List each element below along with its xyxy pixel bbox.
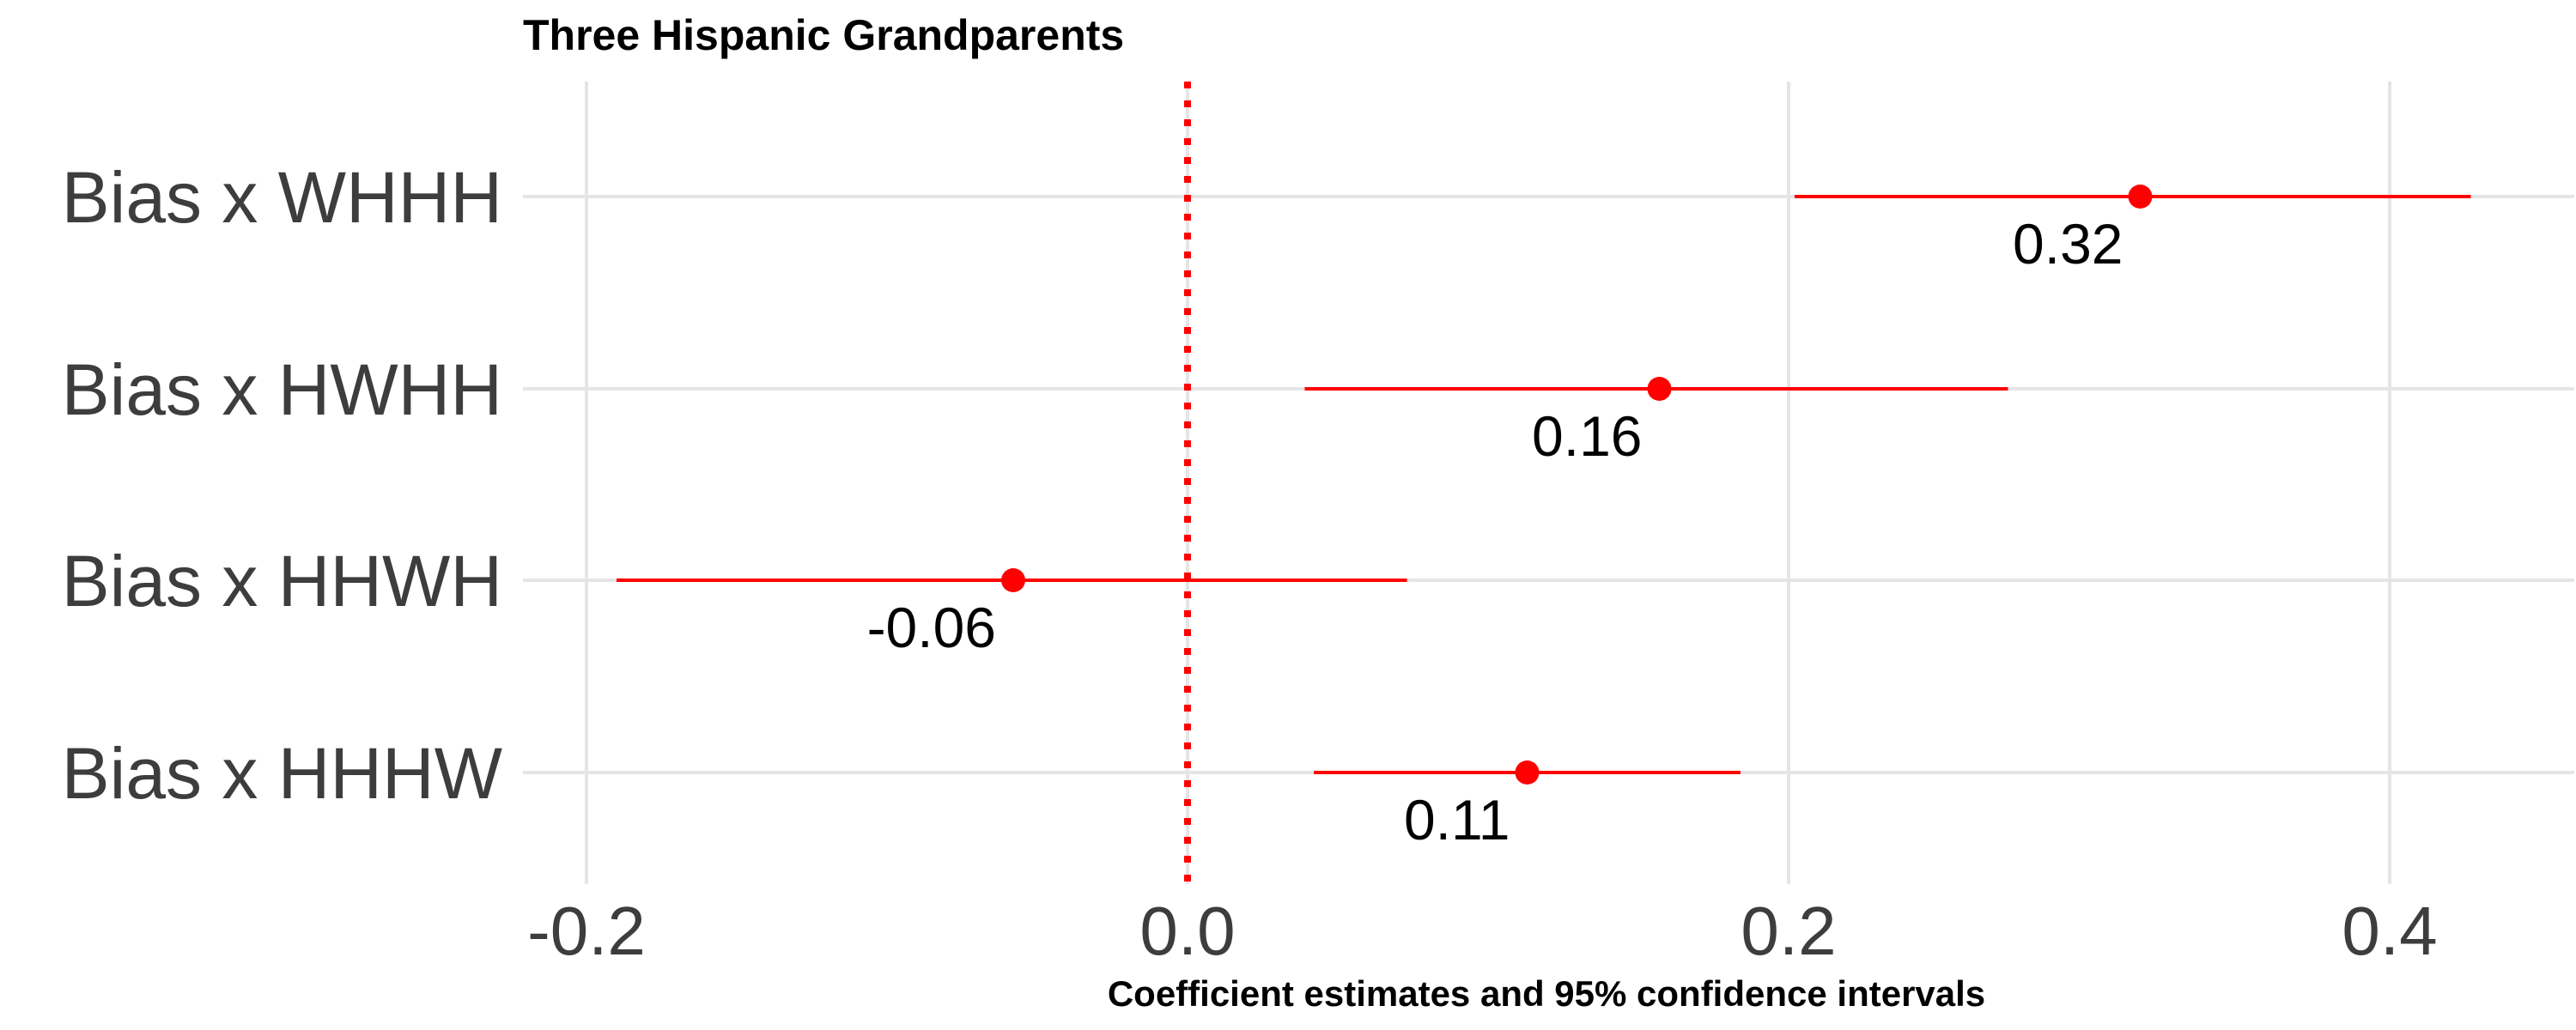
- y-tick-labels: Bias x WHHH Bias x HWHH Bias x HHWH Bias x …: [62, 157, 502, 814]
- x-tick-label-1: 0.0: [1139, 893, 1235, 969]
- confidence-intervals: [617, 195, 2471, 774]
- x-tick-label-3: 0.4: [2342, 893, 2437, 969]
- x-tick-labels: -0.2 0.0 0.2 0.4: [527, 893, 2438, 969]
- estimate-point-1: [1647, 377, 1672, 401]
- data-label-2: -0.06: [867, 596, 996, 659]
- y-tick-label-0: Bias x WHHH: [62, 157, 502, 238]
- estimate-point-3: [1515, 760, 1540, 785]
- estimate-point-0: [2128, 185, 2153, 209]
- x-tick-label-0: -0.2: [527, 893, 646, 969]
- y-tick-label-3: Bias x HHHW: [62, 733, 502, 814]
- y-tick-label-2: Bias x HHWH: [62, 541, 502, 621]
- estimate-point-2: [1001, 568, 1025, 592]
- data-label-1: 0.16: [1532, 404, 1642, 468]
- vertical-gridlines: [585, 82, 2391, 884]
- chart-title: Three Hispanic Grandparents: [523, 11, 1124, 59]
- estimate-points: [1001, 185, 2153, 785]
- horizontal-gridlines: [523, 195, 2574, 774]
- y-tick-label-1: Bias x HWHH: [62, 349, 502, 430]
- data-labels: 0.32 0.16 -0.06 0.11: [867, 212, 2123, 851]
- x-tick-label-2: 0.2: [1741, 893, 1836, 969]
- x-axis-label: Coefficient estimates and 95% confidence…: [1108, 973, 1985, 1014]
- data-label-3: 0.11: [1404, 788, 1510, 851]
- data-label-0: 0.32: [2013, 212, 2123, 276]
